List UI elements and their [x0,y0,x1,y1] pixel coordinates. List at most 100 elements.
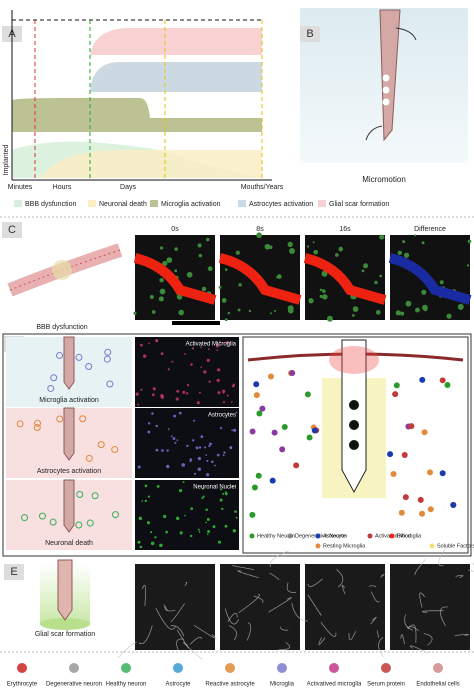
fiber [193,624,217,639]
cell [33,424,41,432]
cell-dot [338,246,344,252]
cell-dot [379,234,385,240]
x-label: Hours [53,184,72,191]
micrograph [305,564,385,650]
cell [267,373,274,380]
legend-label: Healthy Neuron [257,533,295,539]
cell [249,428,256,435]
cell [91,492,99,500]
fiber [439,606,448,626]
vessel-signal [388,253,472,305]
arrow [395,27,417,41]
signal-dot [148,342,151,345]
axis-label: Implanted [3,145,10,176]
cell-dot [395,310,401,316]
signal-dot [207,530,211,533]
legend-swatch [88,200,96,207]
cell-dot [467,239,472,244]
cell [419,510,426,517]
signal-dot [184,514,186,517]
legend-icon [315,543,321,549]
cell [269,477,276,484]
signal-dot [205,454,208,456]
cell-dot [421,289,427,295]
signal-dot [222,454,225,457]
signal-dot [214,464,216,467]
signal-dot [160,352,164,356]
legend-icon [121,663,131,673]
fiber [269,573,280,581]
panel-c: C BBB dysfunction 0s 8s 16s Difference [2,222,472,331]
cell-dot [326,315,333,322]
micrograph [135,480,239,550]
signal-dot [226,394,229,397]
cell [390,470,397,477]
legend-icon [367,533,373,539]
cell [106,380,114,388]
signal-dot [217,368,221,372]
legend-label: Degenerative neuron [46,682,102,688]
site [382,98,390,106]
cell [439,377,446,384]
panel-label-box [300,26,320,42]
signal-dot [140,343,143,347]
signal-dot [178,488,183,493]
cell [419,376,426,383]
cell-dot [313,249,319,255]
signal-dot [222,391,225,394]
signal-dot [138,516,143,521]
signal-dot [167,368,170,371]
fiber [404,614,414,631]
probe [57,559,73,621]
signal-dot [190,363,193,366]
signal-dot [141,500,144,502]
signal-dot [226,340,230,344]
signal-dot [147,422,151,425]
cell-dot [335,253,339,257]
signal-dot [218,340,221,343]
legend-swatch [150,200,158,207]
signal-dot [193,472,197,475]
signal-dot [209,442,212,446]
signal-dot [167,428,170,431]
site [382,74,390,82]
caption: Glial scar formation [35,631,95,638]
panel-a: A Implanted Minutes Hours Days Mouths/Ye… [2,10,389,208]
signal-dot [195,446,199,450]
cell [47,384,55,392]
cell-dot [308,298,314,304]
fiber [268,597,292,613]
cell-dot [414,234,417,237]
cell [293,462,300,469]
signal-dot [197,456,202,461]
signal-dot [232,383,236,386]
cell [38,512,46,520]
cell [56,415,64,423]
x-label: Days [120,184,136,191]
fiber [380,573,385,578]
cell-dot [287,305,294,312]
cell [417,496,424,503]
fiber [320,621,337,638]
microglia-area [12,98,262,132]
signal-dot [212,525,216,529]
panel-label-box [4,564,24,580]
cell-dot [306,245,310,248]
fiber [164,606,176,612]
stage-label: Microglia activation [39,397,99,404]
cell [401,452,408,459]
probe [63,479,75,533]
fiber [370,591,380,603]
cell [450,501,457,508]
cell-dot [207,266,213,272]
signal-dot [229,446,233,450]
site [349,400,359,410]
signal-dot [175,516,180,521]
signal-dot [150,531,153,534]
signal-dot [173,414,177,418]
legend-icon [381,663,391,673]
signal-dot [137,403,140,406]
signal-dot [137,465,141,469]
fiber [117,641,137,659]
cell [255,472,262,479]
